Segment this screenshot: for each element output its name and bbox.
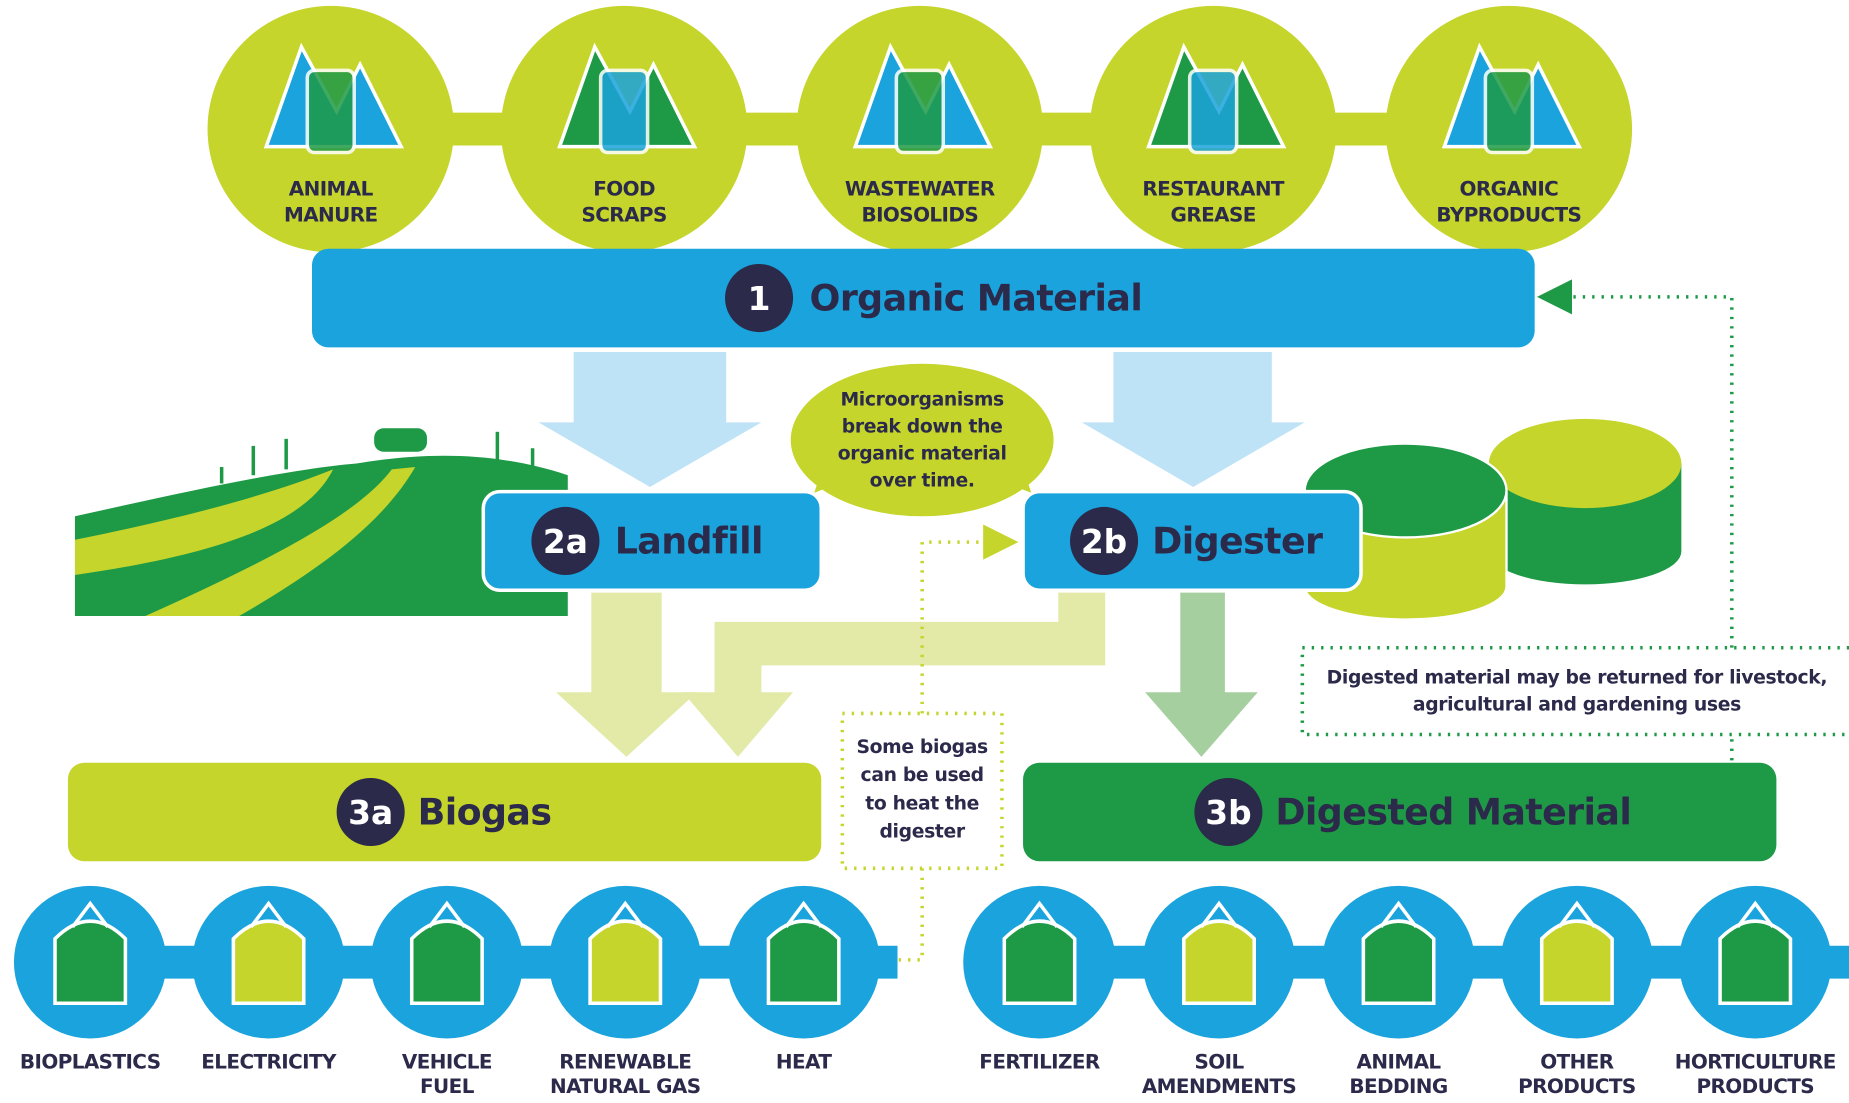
output-icon (55, 921, 125, 1003)
output-label: FUEL (420, 1074, 475, 1098)
output-icon (590, 921, 660, 1003)
note-text: Microorganisms (840, 390, 1004, 411)
output-icon (1184, 921, 1254, 1003)
output-label: RENEWABLE (559, 1050, 691, 1074)
input-label: ORGANIC (1459, 177, 1558, 201)
output-icon (1720, 921, 1790, 1003)
input-icon (1485, 70, 1532, 152)
output-icon (1004, 921, 1074, 1003)
step-number: 1 (748, 280, 771, 318)
output-label: AMENDMENTS (1142, 1074, 1296, 1098)
step-label: Digested Material (1275, 790, 1631, 833)
note-text: Some biogas (856, 737, 988, 758)
input-icon (896, 70, 943, 152)
output-label: BEDDING (1349, 1074, 1447, 1098)
input-label: WASTEWATER (845, 177, 995, 201)
step-number: 2a (543, 523, 588, 561)
output-label: SOIL (1194, 1050, 1244, 1074)
output-icon (412, 921, 482, 1003)
step-number: 2b (1081, 523, 1127, 561)
output-label: NATURAL GAS (550, 1074, 701, 1098)
note-text: over time. (870, 471, 975, 492)
input-label: RESTAURANT (1142, 177, 1285, 201)
note-text: Digested material may be returned for li… (1327, 668, 1828, 689)
note-text: break down the (842, 417, 1003, 438)
arrow (1082, 352, 1305, 487)
output-icon (233, 921, 303, 1003)
input-label: MANURE (284, 202, 378, 226)
input-label: FOOD (593, 177, 655, 201)
note-text: organic material (838, 444, 1007, 465)
arrow (538, 352, 761, 487)
input-icon (307, 70, 354, 152)
step-label: Organic Material (810, 276, 1143, 319)
input-label: BYPRODUCTS (1436, 202, 1581, 226)
speech-bubble (791, 364, 1054, 517)
output-label: ELECTRICITY (201, 1050, 337, 1074)
output-label: VEHICLE (402, 1050, 492, 1074)
arrow (556, 593, 697, 757)
output-label: HEAT (776, 1050, 832, 1074)
output-icon (768, 921, 838, 1003)
arrow (1145, 593, 1258, 757)
step-label: Digester (1152, 519, 1323, 562)
output-label: ANIMAL (1357, 1050, 1442, 1074)
output-label: FERTILIZER (979, 1050, 1100, 1074)
page: { "inputs": [["ANIMAL", "MANURE"], ["FOO… (0, 0, 1849, 1103)
output-label: PRODUCTS (1696, 1074, 1814, 1098)
input-label: ANIMAL (289, 177, 374, 201)
output-icon (1363, 921, 1433, 1003)
input-icon (601, 70, 648, 152)
step-label: Biogas (418, 790, 552, 833)
step-number: 3b (1205, 794, 1251, 832)
note-text: digester (879, 821, 965, 842)
output-label: HORTICULTURE (1675, 1050, 1836, 1074)
diagram: ANIMALMANUREFOODSCRAPSWASTEWATERBIOSOLID… (0, 0, 1849, 1103)
step-number: 3a (348, 794, 393, 832)
note-box (1302, 648, 1849, 735)
output-icon (1542, 921, 1612, 1003)
note-text: agricultural and gardening uses (1413, 695, 1741, 716)
note-text: to heat the (865, 793, 979, 814)
input-label: SCRAPS (581, 202, 666, 226)
step-label: Landfill (615, 519, 763, 562)
input-label: GREASE (1171, 202, 1256, 226)
input-label: BIOSOLIDS (861, 202, 978, 226)
output-label: BIOPLASTICS (20, 1050, 161, 1074)
note-text: can be used (861, 765, 984, 786)
output-label: PRODUCTS (1518, 1074, 1636, 1098)
input-icon (1190, 70, 1237, 152)
output-label: OTHER (1540, 1050, 1614, 1074)
